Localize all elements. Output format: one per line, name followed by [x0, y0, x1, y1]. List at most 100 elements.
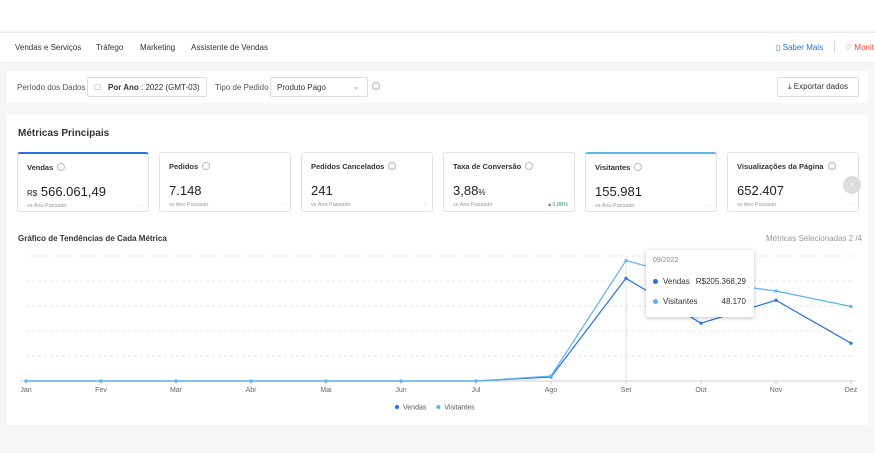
metric-card[interactable]: Pedidos 7.148 vs Ano Passado -	[159, 152, 291, 212]
legend-label: Vendas	[403, 405, 427, 412]
tooltip-value: R$205.368,29	[695, 277, 746, 286]
export-button[interactable]: ⤓ Exportar dados	[777, 77, 859, 97]
legend-label: Visitantes	[444, 405, 475, 412]
series-point	[624, 258, 628, 263]
metric-number: 241	[311, 183, 333, 198]
period-mode: Por Ano	[108, 83, 139, 92]
metric-name: Vendas	[27, 163, 65, 172]
metric-change: -	[850, 202, 852, 208]
x-tick-label: Nov	[770, 387, 783, 394]
metric-name: Taxa de Conversão	[453, 162, 533, 171]
x-tick-label: Out	[695, 387, 706, 394]
nav-tab[interactable]: Marketing	[140, 43, 176, 52]
divider	[834, 41, 835, 53]
legend-marker	[395, 405, 399, 409]
metric-value: 652.407	[737, 183, 784, 198]
metric-card[interactable]: Taxa de Conversão 3,88% vs Ano Passado ▲3,8…	[443, 152, 575, 212]
metric-number: 652.407	[737, 183, 784, 198]
metric-change: -	[140, 203, 142, 209]
series-point	[774, 289, 778, 293]
filter-bar: Período dos Dados ▢ Por Ano : 2022 (GMT-…	[7, 71, 868, 103]
monitor-text: Monit	[854, 43, 874, 52]
metric-value: 155.981	[595, 184, 642, 199]
x-tick-label: Mai	[320, 387, 332, 394]
metric-card[interactable]: Visualizações da Página 652.407 vs Ano Pas…	[727, 152, 859, 212]
metric-change: -	[424, 202, 426, 208]
tooltip-name: Vendas	[663, 277, 690, 286]
tooltip: 09/2022 Vendas R$205.368,29 Visitantes 48.1…	[646, 250, 754, 317]
metric-number: 155.981	[595, 184, 642, 199]
legend-marker	[436, 405, 441, 409]
metric-compare: vs Ano Passado	[453, 202, 493, 208]
metric-value: R$ 566.061,49	[27, 184, 106, 199]
period-label: Período dos Dados	[17, 83, 86, 92]
learn-more-link[interactable]: ▯ Saber Mais	[776, 43, 824, 52]
metric-change: -	[282, 202, 284, 208]
metric-number: 3,88	[453, 183, 479, 198]
metric-name: Visualizações da Página	[737, 162, 836, 171]
x-tick-label: Jun	[395, 387, 406, 394]
export-text: Exportar dados	[793, 82, 849, 91]
metric-compare: vs Ano Passado	[27, 203, 67, 209]
nav-tab[interactable]: Tráfego	[96, 43, 124, 52]
nav-tab[interactable]: Assistente de Vendas	[191, 43, 268, 52]
metric-card[interactable]: Pedidos Cancelados 241 vs Ano Passado -	[301, 152, 433, 212]
x-tick-label: Fev	[95, 387, 107, 394]
metric-card[interactable]: Vendas R$ 566.061,49 vs Ano Passado -	[17, 152, 149, 212]
info-icon[interactable]	[372, 82, 380, 90]
learn-more-text: Saber Mais	[782, 43, 824, 52]
metric-value: 7.148	[169, 183, 202, 198]
x-tick-label: Abr	[246, 387, 258, 394]
tooltip-name: Visitantes	[663, 297, 698, 306]
dropdown-arrow: ⌄	[353, 82, 360, 91]
series-point	[99, 379, 103, 383]
next-arrow[interactable]: ›	[843, 176, 861, 194]
series-point	[849, 341, 853, 345]
metric-value: 241	[311, 183, 333, 198]
series-point	[24, 379, 28, 383]
period-picker[interactable]: ▢ Por Ano : 2022 (GMT-03)	[87, 77, 207, 97]
metric-change: -	[708, 203, 710, 209]
series-point	[699, 321, 703, 325]
period-year: : 2022 (GMT-03)	[141, 83, 200, 92]
series-point	[174, 379, 178, 383]
series-point	[399, 379, 403, 383]
series-point	[249, 379, 253, 383]
x-tick-label: Mar	[170, 387, 183, 394]
nav-tab[interactable]: Vendas e Serviços	[15, 43, 82, 52]
metric-compare: vs Ano Passado	[169, 202, 209, 208]
metric-prefix: R$	[27, 189, 38, 198]
top-bar	[0, 0, 875, 31]
series-point	[324, 379, 328, 383]
metric-name: Visitantes	[595, 163, 642, 172]
x-tick-label: Set	[621, 387, 632, 394]
metric-suffix: %	[478, 188, 486, 197]
series-point	[849, 304, 853, 309]
metric-name: Pedidos	[169, 162, 210, 171]
metric-value: 3,88%	[453, 183, 485, 198]
trend-title: Gráfico de Tendências de Cada Métrica	[18, 234, 167, 243]
tooltip-dot	[653, 299, 658, 304]
order-type-value: Produto Pago	[277, 83, 326, 92]
series-point	[624, 276, 628, 280]
metric-number: 566.061,49	[40, 184, 106, 199]
metric-change: ▲3,88%	[546, 202, 568, 208]
series-point	[474, 379, 478, 383]
tooltip-dot	[653, 279, 658, 284]
x-tick-label: Jul	[472, 387, 481, 394]
metric-card[interactable]: Visitantes 155.981 vs Ano Passado -	[585, 152, 717, 212]
metric-name: Pedidos Cancelados	[311, 162, 396, 171]
monitor-link[interactable]: ♡ Monit	[845, 43, 874, 52]
tooltip-value: 48.170	[721, 297, 746, 306]
metric-number: 7.148	[169, 183, 202, 198]
x-tick-label: Ago	[545, 387, 558, 394]
order-type-select[interactable]: Produto Pago ⌄	[270, 77, 368, 97]
series-point	[549, 374, 553, 378]
tooltip-title: 09/2022	[653, 257, 679, 264]
order-type-label: Tipo de Pedido	[215, 83, 269, 92]
nav-bar: Vendas e Serviços Tráfego Marketing Assi…	[0, 32, 875, 63]
metric-compare: vs Ano Passado	[595, 203, 635, 209]
x-tick-label: Dez	[845, 387, 858, 394]
metric-compare: vs Ano Passado	[311, 202, 351, 208]
